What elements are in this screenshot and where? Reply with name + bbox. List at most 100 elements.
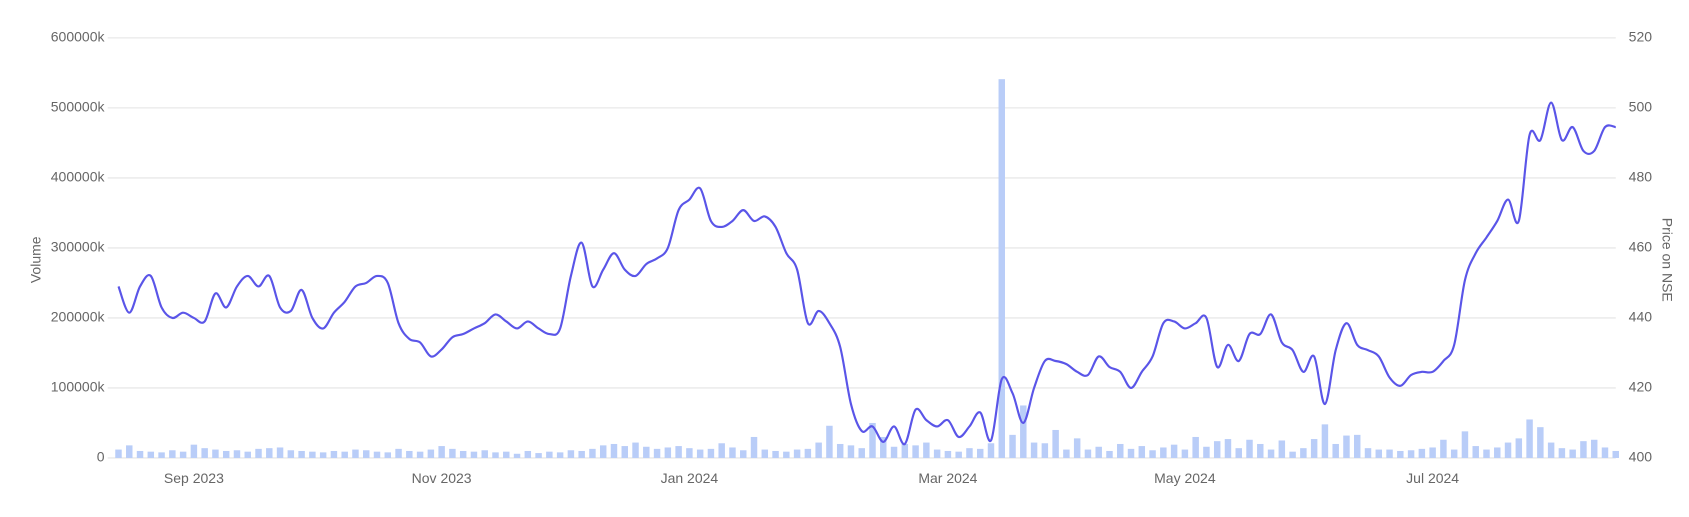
volume-bar [1052,429,1059,458]
volume-bar [1580,441,1587,458]
y-axis-title: Volume [27,236,43,283]
volume-bar [1009,434,1016,458]
volume-bar [643,446,650,458]
volume-bar [912,445,919,458]
volume-bar [470,451,478,458]
volume-bar [1030,442,1038,458]
volume-bar [1515,438,1523,458]
y2-tick-label: 480 [1629,169,1653,185]
volume-bar [944,450,952,458]
volume-bar [1483,449,1490,458]
x-tick-label: Sep 2023 [164,470,224,486]
volume-bar [632,442,639,458]
volume-bar [459,450,467,458]
volume-bar [1117,443,1124,458]
y-tick-label: 200000k [51,309,106,325]
volume-bar [513,453,521,458]
volume-bar [1235,448,1242,458]
volume-bar [190,444,198,458]
volume-bar [815,442,822,458]
volume-bar [449,448,456,458]
volume-bar [1364,448,1372,458]
volume-bar [1310,439,1318,458]
volume-bar [179,451,187,458]
volume-bar [1450,449,1458,458]
volume-bar [244,451,251,458]
y-tick-label: 300000k [51,239,106,255]
volume-bar [1073,438,1081,458]
volume-bar [783,451,790,458]
volume-bar [1354,434,1361,458]
volume-bar [1300,448,1307,458]
volume-bar [1429,447,1436,458]
price-line [117,101,1616,446]
volume-bar [1590,439,1598,458]
volume-bar [212,449,219,458]
volume-bar [126,445,133,458]
volume-bar [1472,446,1479,458]
volume-bar [901,443,909,458]
volume-bar [923,442,930,458]
volume-bar [1332,443,1339,458]
volume-bar [966,448,973,458]
volume-bar [1246,439,1253,458]
y-tick-label: 600000k [51,29,106,45]
volume-bar [1063,449,1070,458]
volume-bar [438,446,445,458]
volume-bar [1192,436,1199,458]
volume-bar [1106,450,1113,458]
x-tick-label: Nov 2023 [412,470,472,486]
volume-bar [1612,450,1619,458]
volume-bar [1278,440,1286,458]
volume-bar [373,451,381,458]
volume-bar [1160,447,1167,458]
volume-bar [276,447,284,458]
volume-bar [287,450,295,458]
volume-bar [729,447,736,458]
volume-bar [1407,450,1415,458]
volume-bar [793,449,801,458]
volume-bar [653,448,661,458]
volume-bar [836,443,844,458]
volume-bar [266,448,273,458]
volume-bar [255,448,262,458]
volume-bar [1203,446,1210,458]
volume-bar [406,450,413,458]
volume-bar [707,448,715,458]
volume-bar [880,436,887,458]
volume-bar [772,450,779,458]
volume-bar [589,448,596,458]
volume-bar [621,446,628,458]
volume-bar [1440,439,1447,458]
volume-bar [1504,442,1512,458]
volume-bar [955,451,962,458]
volume-bar [319,452,327,458]
volume-bar [1537,427,1544,458]
volume-bar [1418,448,1426,458]
volume-bar [1213,441,1221,458]
volume-bar [1397,450,1404,458]
volume-bar [233,450,241,458]
volume-bar [147,451,155,458]
volume-bar [1494,447,1501,458]
volume-bar [1020,405,1027,458]
volume-bar [1181,449,1189,458]
volume-bar [987,443,995,458]
volume-bar [804,448,812,458]
x-tick-label: Mar 2024 [918,470,977,486]
volume-bar [1343,435,1350,458]
volume-bar [1461,431,1469,458]
volume-bar [481,450,488,458]
volume-bar [1601,447,1609,458]
volume-bar [696,449,704,458]
volume-bar [761,449,769,458]
volume-bar [535,453,542,458]
volume-bar [1095,446,1102,458]
y2-tick-label: 500 [1629,99,1653,115]
volume-bar [395,448,402,458]
y2-tick-label: 440 [1629,309,1653,325]
volume-bar [1257,443,1264,458]
volume-bar [740,450,747,458]
